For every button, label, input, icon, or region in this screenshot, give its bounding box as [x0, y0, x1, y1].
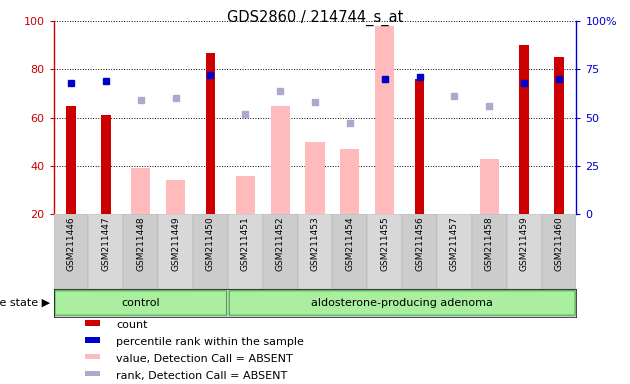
- Text: GSM211448: GSM211448: [136, 217, 145, 271]
- FancyBboxPatch shape: [229, 291, 575, 315]
- Bar: [205, 53, 215, 214]
- Bar: [333, 214, 367, 289]
- Bar: [158, 214, 193, 289]
- Bar: [375, 26, 394, 214]
- Text: aldosterone-producing adenoma: aldosterone-producing adenoma: [311, 298, 493, 308]
- Text: GSM211451: GSM211451: [241, 217, 249, 271]
- Bar: [519, 45, 529, 214]
- Text: control: control: [122, 298, 160, 308]
- Bar: [131, 169, 151, 214]
- Bar: [85, 371, 100, 376]
- Text: GSM211459: GSM211459: [520, 217, 529, 271]
- Text: GSM211446: GSM211446: [67, 217, 76, 271]
- Text: value, Detection Call = ABSENT: value, Detection Call = ABSENT: [117, 354, 293, 364]
- Text: GSM211460: GSM211460: [554, 217, 563, 271]
- Bar: [166, 180, 185, 214]
- Bar: [236, 175, 255, 214]
- Bar: [85, 354, 100, 359]
- Text: GSM211449: GSM211449: [171, 217, 180, 271]
- Text: GSM211456: GSM211456: [415, 217, 424, 271]
- Bar: [554, 57, 564, 214]
- Bar: [123, 214, 158, 289]
- Bar: [507, 214, 542, 289]
- Bar: [542, 214, 576, 289]
- Text: GSM211454: GSM211454: [345, 217, 354, 271]
- Bar: [340, 149, 360, 214]
- Bar: [306, 142, 324, 214]
- Text: disease state ▶: disease state ▶: [0, 298, 50, 308]
- Bar: [402, 214, 437, 289]
- Text: GSM211447: GSM211447: [101, 217, 110, 271]
- Bar: [263, 214, 297, 289]
- Text: GSM211455: GSM211455: [381, 217, 389, 271]
- Text: GSM211458: GSM211458: [485, 217, 494, 271]
- Text: GSM211453: GSM211453: [311, 217, 319, 271]
- Text: percentile rank within the sample: percentile rank within the sample: [117, 337, 304, 347]
- Bar: [193, 214, 228, 289]
- Bar: [472, 214, 507, 289]
- FancyBboxPatch shape: [55, 291, 226, 315]
- Text: rank, Detection Call = ABSENT: rank, Detection Call = ABSENT: [117, 371, 287, 381]
- Bar: [415, 79, 425, 214]
- Bar: [54, 214, 88, 289]
- Text: GDS2860 / 214744_s_at: GDS2860 / 214744_s_at: [227, 10, 403, 26]
- Bar: [88, 214, 123, 289]
- Text: count: count: [117, 320, 148, 330]
- Bar: [367, 214, 402, 289]
- Text: GSM211450: GSM211450: [206, 217, 215, 271]
- Bar: [270, 106, 290, 214]
- Bar: [101, 115, 111, 214]
- Bar: [85, 320, 100, 326]
- Text: GSM211457: GSM211457: [450, 217, 459, 271]
- Bar: [228, 214, 263, 289]
- Bar: [479, 159, 499, 214]
- Bar: [66, 106, 76, 214]
- Bar: [85, 337, 100, 343]
- Bar: [437, 214, 472, 289]
- Text: GSM211452: GSM211452: [276, 217, 285, 271]
- Bar: [297, 214, 333, 289]
